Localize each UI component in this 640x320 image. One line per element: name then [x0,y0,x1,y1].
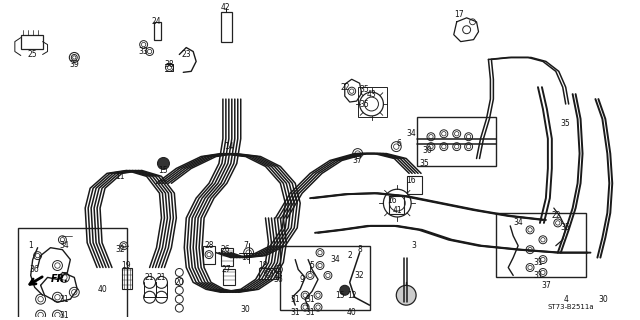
Text: 36: 36 [30,265,40,274]
Text: 34: 34 [330,255,340,264]
Text: 16: 16 [406,176,416,185]
Text: 21: 21 [145,273,154,282]
Text: 14: 14 [224,142,234,151]
Text: 35: 35 [360,100,369,108]
Bar [203,246,215,264]
Text: 35: 35 [419,159,429,168]
Text: 26: 26 [220,245,230,254]
Text: 33: 33 [139,47,148,56]
Text: 40: 40 [97,285,107,294]
Text: FR.: FR. [51,274,68,284]
Text: 32: 32 [355,271,364,280]
Text: 6: 6 [397,139,402,148]
Text: 31: 31 [305,308,315,316]
Bar [280,246,369,310]
Bar [417,117,497,166]
Text: 31: 31 [60,310,69,320]
Text: 27: 27 [221,265,230,274]
Bar [20,35,43,49]
Text: 30: 30 [422,146,432,155]
Text: 37: 37 [541,281,551,290]
Circle shape [396,285,416,305]
Text: 31: 31 [291,295,300,304]
Text: 31: 31 [291,308,300,316]
Text: 36: 36 [273,275,284,284]
Text: 3: 3 [412,241,417,250]
Circle shape [340,285,349,295]
Text: 9: 9 [300,275,305,284]
Bar [122,268,132,289]
Text: 30: 30 [598,295,608,304]
Text: 12: 12 [347,291,356,300]
Text: 25: 25 [28,50,38,59]
Text: 31: 31 [305,295,315,304]
Text: 4: 4 [563,295,568,304]
Text: 7: 7 [243,241,248,250]
Text: 21: 21 [157,273,166,282]
Bar [497,213,586,277]
Text: 17: 17 [454,10,463,20]
Text: 24: 24 [152,17,161,26]
Text: 35: 35 [561,119,571,128]
Text: 34: 34 [60,241,69,250]
Text: 23: 23 [181,50,191,59]
Bar [407,176,422,194]
Bar [154,22,161,40]
Bar [223,269,235,285]
Text: 41: 41 [392,205,402,214]
Text: 40: 40 [347,308,356,316]
Text: 13: 13 [273,271,284,280]
Bar [221,248,233,266]
Text: 22: 22 [551,212,561,220]
Text: 8: 8 [357,245,362,254]
Text: 32: 32 [115,245,125,254]
Bar [358,87,387,117]
Text: 34: 34 [406,129,416,138]
Text: 15: 15 [335,291,344,300]
Text: 35: 35 [360,85,369,94]
Text: ST73-B2511a: ST73-B2511a [548,304,595,310]
Text: 39: 39 [69,60,79,69]
Text: 11: 11 [115,172,125,181]
Bar [389,196,404,214]
Text: 22: 22 [340,83,349,92]
Text: 18: 18 [258,261,268,270]
Text: 37: 37 [353,156,362,165]
Text: 1: 1 [28,241,33,250]
Circle shape [157,157,170,169]
Bar [18,228,127,320]
Text: 16: 16 [387,196,397,204]
Text: 34: 34 [513,219,523,228]
Text: 10: 10 [241,253,250,262]
Text: 19: 19 [121,261,131,270]
Text: 28: 28 [204,241,214,250]
Text: 42: 42 [221,4,230,12]
Text: 5: 5 [310,261,314,270]
Text: 15: 15 [159,166,168,175]
Text: 38: 38 [164,60,174,69]
Bar [259,268,278,279]
Text: 31: 31 [533,271,543,280]
Text: 35: 35 [561,223,571,232]
Bar [124,268,130,289]
Text: 30: 30 [241,305,251,314]
Text: 20: 20 [175,278,184,287]
Text: 31: 31 [533,258,543,267]
Text: 31: 31 [60,295,69,304]
Text: 2: 2 [348,251,352,260]
Text: 43: 43 [367,90,376,99]
Bar [221,12,232,42]
